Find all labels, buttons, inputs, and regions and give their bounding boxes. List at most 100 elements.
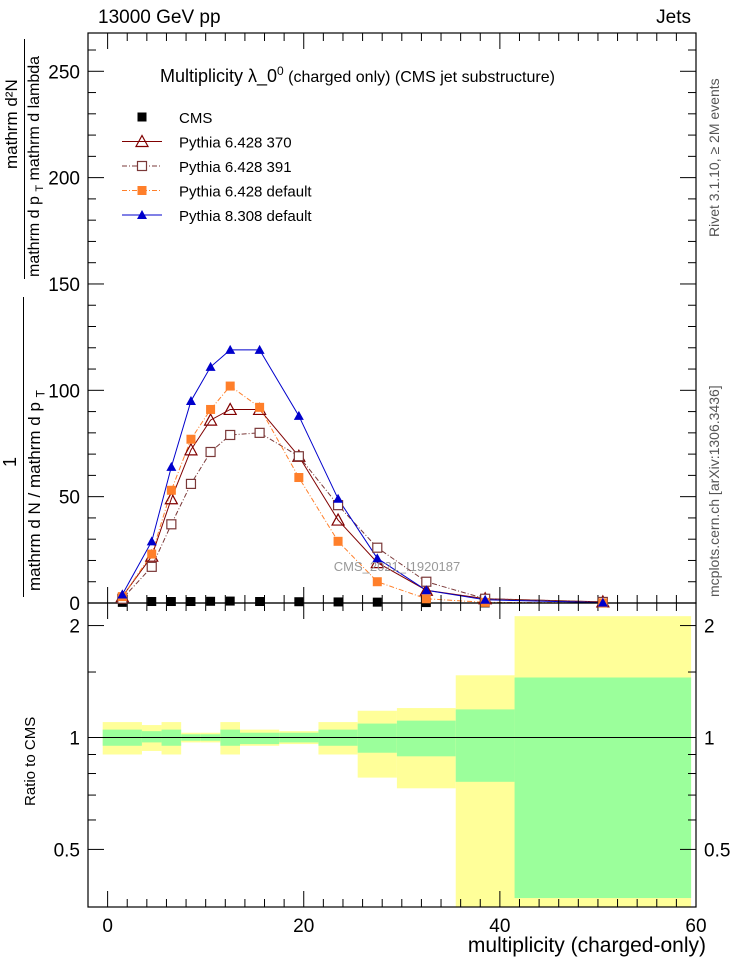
data-point — [166, 461, 177, 471]
y-tick-label: 0 — [69, 594, 80, 615]
data-point — [225, 596, 235, 606]
data-point — [166, 485, 176, 495]
x-axis-label: multiplicity (charged-only) — [467, 934, 706, 957]
series-line — [121, 432, 603, 603]
x-tick-label: 0 — [102, 916, 113, 937]
data-point — [185, 478, 197, 489]
ratio-y-tick-label-right: 0.5 — [704, 840, 730, 861]
data-point — [183, 442, 198, 456]
y-label-outer-numerator: 1 — [0, 456, 20, 467]
legend-label: Pythia 8.308 default — [179, 208, 312, 225]
data-point — [203, 412, 218, 426]
y-label-outer-denominator: mathrm d N / mathrm d p T — [25, 389, 48, 591]
data-point — [331, 512, 346, 526]
rivet-label: Rivet 3.1.10, ≥ 2M events — [706, 78, 722, 237]
mcplots-label: mcplots.cern.ch [arXiv:1306.3436] — [706, 385, 722, 597]
data-point — [166, 597, 176, 607]
data-point — [147, 597, 157, 607]
data-point — [597, 597, 608, 607]
data-point — [372, 597, 382, 607]
ratio-y-tick-label: 2 — [69, 617, 80, 638]
data-point — [185, 395, 196, 405]
category-label: Jets — [656, 7, 691, 28]
plot-title-superscript: 0 — [277, 64, 284, 78]
y-label-inner-denominator: mathrm d p T mathrm d lambda — [26, 55, 47, 277]
legend-marker — [137, 112, 147, 122]
legend-marker — [137, 186, 147, 195]
data-point — [186, 597, 196, 607]
plot-title: Multiplicity λ_00 (charged only) (CMS je… — [160, 64, 555, 87]
analysis-watermark: CMS_2021_I1920187 — [334, 559, 461, 574]
y-tick-label: 150 — [48, 275, 80, 296]
legend-entry: Pythia 6.428 default — [122, 184, 312, 201]
legend-marker — [136, 160, 148, 172]
ratio-y-tick-label-right: 1 — [704, 728, 715, 749]
data-point — [372, 553, 383, 563]
x-tick-label: 20 — [293, 916, 314, 937]
ratio-stat-band — [240, 732, 280, 745]
data-point — [223, 402, 238, 416]
legend: CMS Pythia 6.428 370 Pythia 6.428 391 Pythi… — [122, 110, 312, 225]
ratio-stat-band — [514, 677, 692, 899]
ratio-y-tick-label: 1 — [69, 728, 80, 749]
data-point — [255, 402, 265, 412]
data-point — [164, 491, 179, 505]
legend-entry: Pythia 8.308 default — [122, 208, 312, 225]
data-point — [205, 361, 216, 371]
data-point — [225, 429, 236, 441]
data-point — [146, 536, 157, 546]
data-point — [294, 597, 304, 607]
ratio-stat-band — [357, 723, 397, 753]
ratio-stat-band — [141, 731, 162, 743]
data-point — [206, 404, 216, 414]
ratio-y-tick-label: 0.5 — [54, 840, 80, 861]
legend-entry: Pythia 6.428 370 — [122, 134, 292, 152]
legend-label: CMS — [179, 110, 212, 127]
energy-label: 13000 GeV pp — [98, 7, 221, 28]
data-point — [333, 536, 343, 546]
data-point — [480, 594, 491, 604]
legend-entry: Pythia 6.428 391 — [122, 159, 292, 176]
legend-label: Pythia 6.428 370 — [179, 135, 292, 152]
ratio-stat-band — [455, 709, 515, 782]
legend-marker — [134, 134, 150, 148]
data-point — [333, 597, 343, 607]
x-tick-label: 40 — [489, 916, 510, 937]
legend-marker — [137, 210, 147, 219]
data-point — [254, 344, 265, 354]
ratio-y-axis-label: Ratio to CMS — [22, 716, 39, 806]
data-point — [254, 427, 265, 438]
y-label-inner-numerator: mathrm d²N — [2, 79, 21, 169]
y-tick-label: 50 — [59, 488, 80, 509]
data-point — [205, 446, 216, 458]
data-point — [225, 381, 235, 391]
data-point — [372, 542, 383, 553]
data-point — [421, 594, 431, 604]
y-tick-label: 200 — [48, 169, 80, 190]
data-point — [225, 344, 236, 354]
legend-label: Pythia 6.428 391 — [179, 159, 292, 176]
ratio-stat-band — [396, 720, 456, 757]
data-point — [147, 549, 157, 559]
y-tick-label: 250 — [48, 62, 80, 83]
x-tick-label: 60 — [685, 916, 706, 937]
ratio-uncertainty-bands — [88, 616, 696, 907]
legend-label: Pythia 6.428 default — [179, 184, 312, 201]
plot-title-main: Multiplicity λ_0 — [160, 66, 278, 86]
y-tick-label: 100 — [48, 381, 80, 402]
data-point — [421, 585, 432, 595]
data-point — [255, 597, 265, 607]
data-point — [333, 493, 344, 503]
plot-title-rest: (charged only) (CMS jet substructure) — [283, 69, 555, 86]
data-point — [372, 577, 382, 587]
data-point — [294, 473, 304, 483]
data-point — [186, 434, 196, 444]
legend-entry: CMS — [137, 110, 212, 127]
data-point — [117, 589, 128, 599]
data-point — [146, 561, 157, 572]
data-point — [293, 451, 304, 462]
ratio-y-tick-label-right: 2 — [704, 617, 715, 638]
data-point — [293, 410, 304, 420]
data-point — [166, 519, 177, 530]
